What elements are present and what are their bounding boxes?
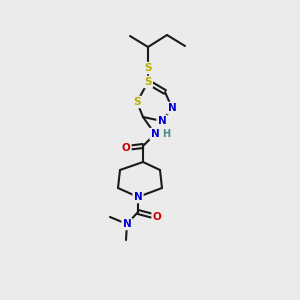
Text: N: N [168, 103, 176, 113]
Text: N: N [151, 129, 159, 139]
Text: N: N [134, 192, 142, 202]
Text: N: N [123, 219, 131, 229]
Text: O: O [153, 212, 161, 222]
Text: S: S [144, 63, 152, 73]
Text: N: N [158, 116, 166, 126]
Text: O: O [122, 143, 130, 153]
Text: S: S [133, 97, 141, 107]
Text: H: H [162, 129, 170, 139]
Text: S: S [144, 77, 152, 87]
